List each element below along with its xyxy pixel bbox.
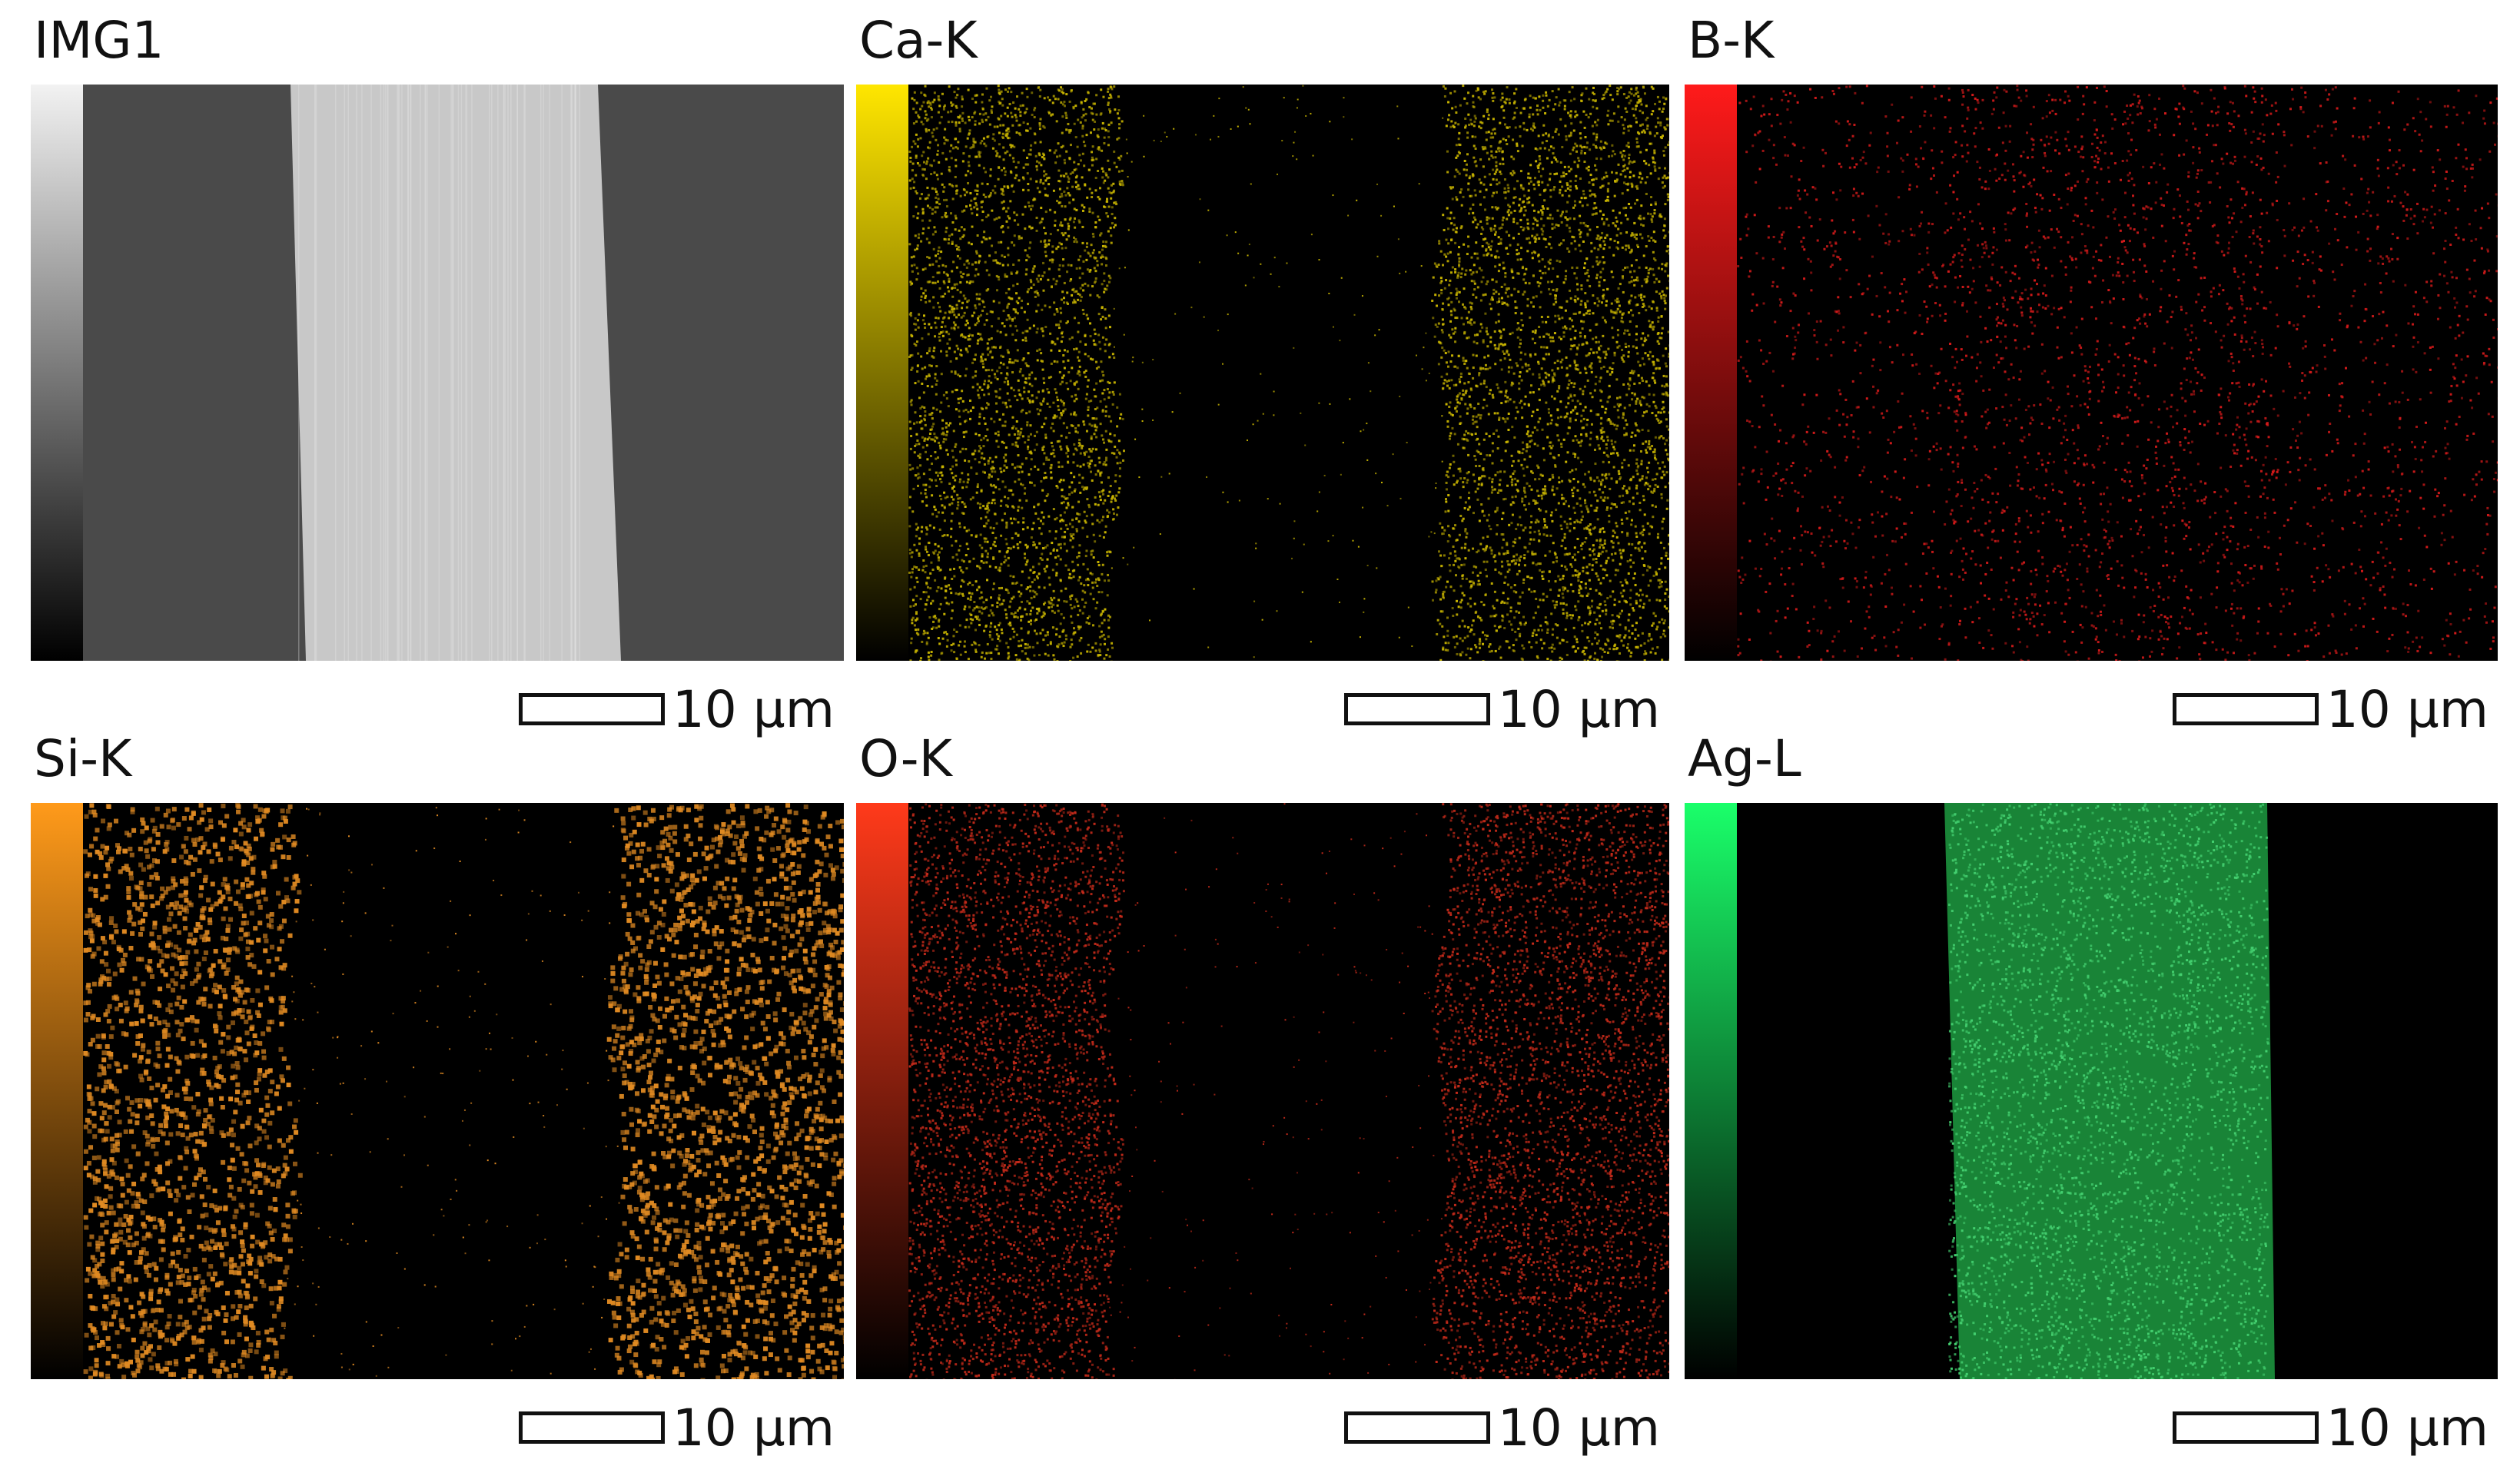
scale-bar-label: 10 μm (1498, 680, 1660, 739)
element-map (1685, 85, 2498, 661)
panel-title: O-K (859, 734, 952, 784)
scale-bar: 10 μm (1343, 1398, 1660, 1458)
panel-b-k: B-K 10 μm (1685, 0, 2499, 739)
intensity-colorbar (31, 803, 83, 1379)
scale-bar: 10 μm (1343, 680, 1660, 739)
scale-bar-label: 10 μm (2326, 1398, 2488, 1458)
panel-ca-k: Ca-K 10 μm (856, 0, 1671, 739)
panel-title: B-K (1688, 15, 1774, 66)
intensity-colorbar (856, 803, 908, 1379)
scale-bar-rect (1343, 1411, 1490, 1444)
scale-bar-rect (518, 1411, 665, 1444)
grayscale-colorbar (31, 85, 83, 661)
panel-title: Ag-L (1688, 734, 1801, 784)
scale-bar-rect (518, 693, 665, 725)
map-field (83, 803, 844, 1379)
panel-si-k: Si-K 10 μm (31, 718, 845, 1458)
panel-ag-l: Ag-L 10 μm (1685, 718, 2499, 1458)
scale-bar-label: 10 μm (672, 1398, 835, 1458)
intensity-colorbar (1685, 803, 1737, 1379)
panel-title: Si-K (34, 734, 131, 784)
scale-bar-label: 10 μm (2326, 680, 2488, 739)
panel-title: IMG1 (34, 15, 164, 66)
scale-bar-rect (2172, 1411, 2319, 1444)
scale-bar: 10 μm (2172, 1398, 2488, 1458)
element-map (31, 803, 844, 1379)
intensity-colorbar (856, 85, 908, 661)
scale-bar: 10 μm (2172, 680, 2488, 739)
scale-bar-label: 10 μm (672, 680, 835, 739)
scale-bar-label: 10 μm (1498, 1398, 1660, 1458)
scale-bar: 10 μm (518, 680, 835, 739)
map-field (1737, 85, 2498, 661)
scale-bar-rect (2172, 693, 2319, 725)
element-map (856, 85, 1669, 661)
element-map (1685, 803, 2498, 1379)
scale-bar-rect (1343, 693, 1490, 725)
panel-title: Ca-K (859, 15, 978, 66)
panel-o-k: O-K 10 μm (856, 718, 1671, 1458)
sem-image (31, 85, 844, 661)
map-field (908, 85, 1669, 661)
scale-bar: 10 μm (518, 1398, 835, 1458)
map-field (1737, 803, 2498, 1379)
panel-img1: IMG1 10 μm (31, 0, 845, 739)
image-field (83, 85, 844, 661)
element-map (856, 803, 1669, 1379)
map-field (908, 803, 1669, 1379)
intensity-colorbar (1685, 85, 1737, 661)
